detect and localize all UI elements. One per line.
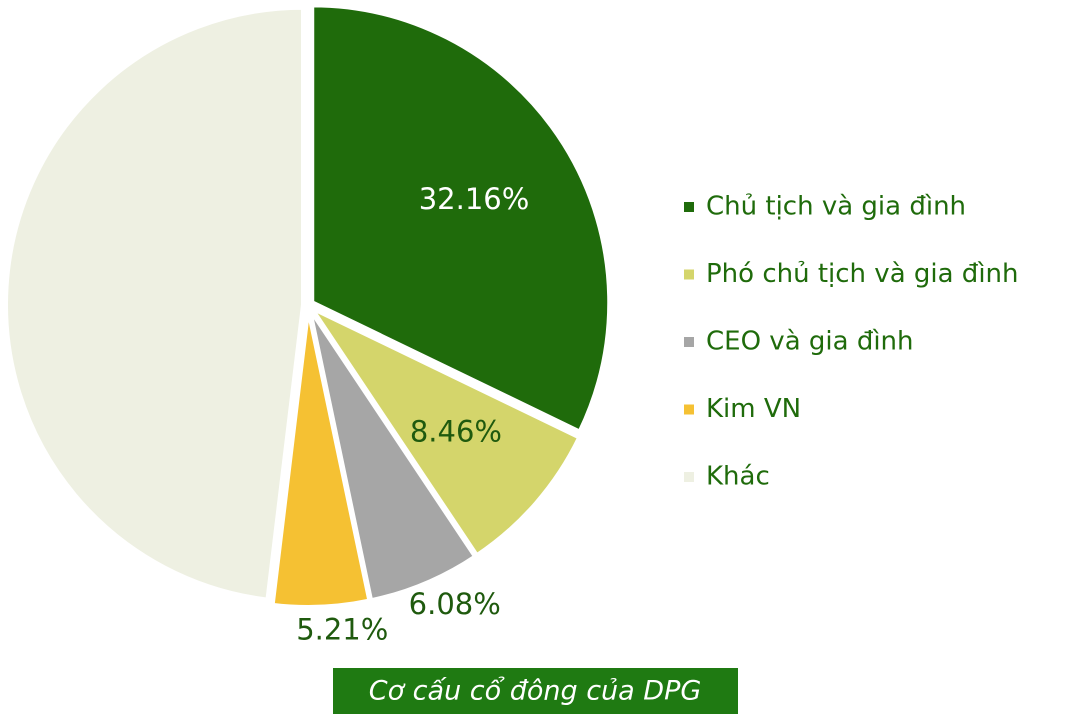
data-label: 5.21% — [296, 612, 388, 646]
legend-label: Kim VN — [706, 394, 801, 424]
legend-label: Chủ tịch và gia đình — [706, 192, 966, 222]
pie-slice — [270, 309, 372, 609]
pie-slice — [4, 5, 306, 602]
legend-marker — [684, 202, 694, 212]
caption-box — [333, 668, 738, 714]
legend-marker — [684, 269, 694, 280]
data-label: 6.08% — [409, 587, 501, 621]
legend-marker — [684, 472, 694, 482]
legend-label: CEO và gia đình — [706, 327, 914, 357]
legend-label: Khác — [706, 462, 770, 492]
caption: Cơ cấu cổ đông của DPG — [369, 676, 702, 707]
pie-slice — [310, 3, 612, 435]
data-label: 8.46% — [410, 415, 502, 449]
pie-slice — [306, 303, 582, 558]
data-label: 32.16% — [419, 182, 530, 216]
legend-marker — [684, 337, 694, 347]
legend-label: Phó chủ tịch và gia đình — [706, 259, 1019, 289]
legend-marker — [684, 404, 694, 415]
